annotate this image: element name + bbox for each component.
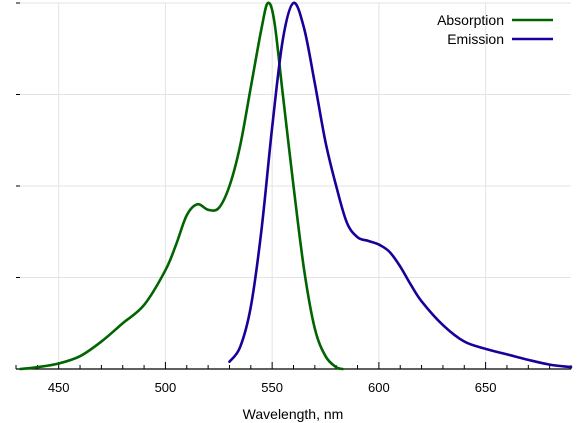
legend: Absorption Emission	[437, 12, 553, 47]
series-line-absorption	[18, 1, 344, 371]
x-axis-label: Wavelength, nm	[243, 406, 344, 422]
series-line-emission	[228, 1, 573, 369]
x-tick-label: 650	[475, 380, 497, 395]
x-tick-label: 600	[368, 380, 390, 395]
legend-label-absorption: Absorption	[437, 12, 504, 28]
x-tick-label: 450	[48, 380, 70, 395]
series-layer	[18, 1, 573, 371]
x-tick-label: 500	[155, 380, 177, 395]
legend-label-emission: Emission	[447, 31, 504, 47]
x-axis: 450 500 550 600 650	[15, 362, 572, 395]
grid-lines	[16, 2, 571, 369]
x-tick-label: 550	[261, 380, 283, 395]
